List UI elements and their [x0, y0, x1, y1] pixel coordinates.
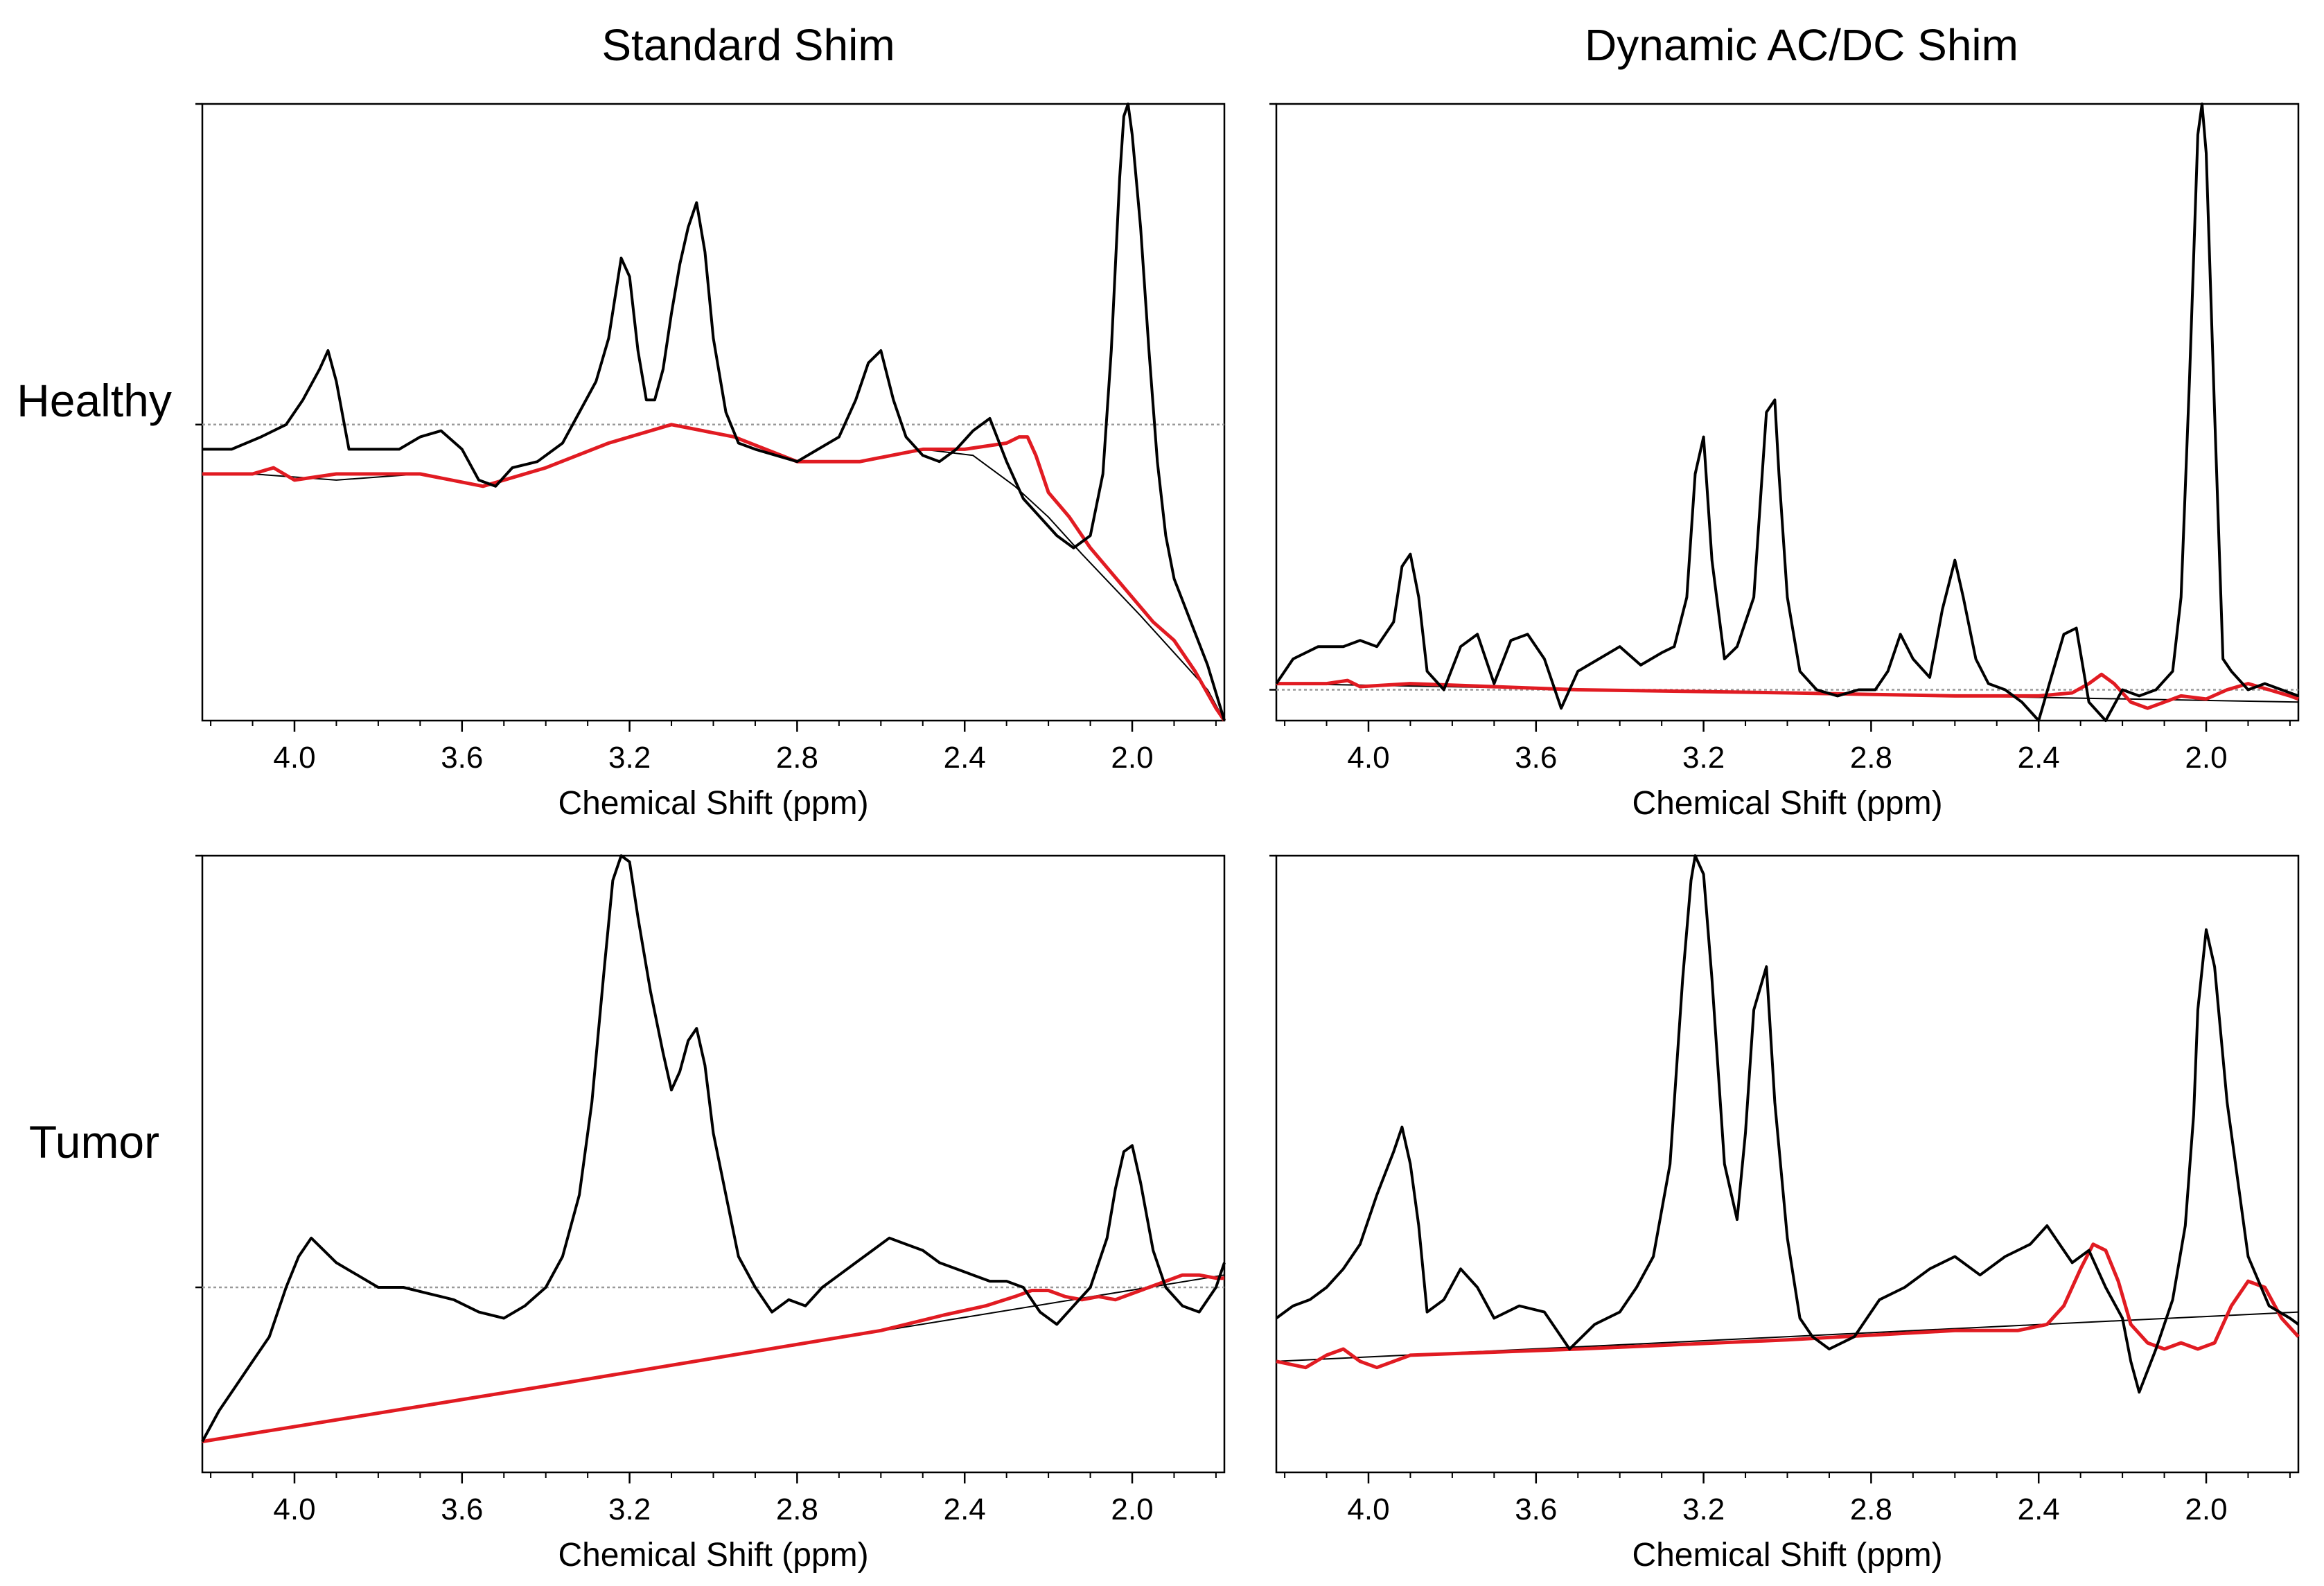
x-axis-label: Chemical Shift (ppm) [558, 1537, 868, 1574]
x-tick-label: 3.2 [608, 741, 651, 775]
x-tick-label: 2.4 [944, 741, 986, 775]
plot-frame [201, 854, 1226, 1474]
fit-series-line [202, 423, 1226, 722]
spectrum-series-line [202, 103, 1226, 721]
x-tick-label: 3.6 [441, 741, 483, 775]
x-tick-label: 4.0 [273, 741, 315, 775]
chart-panel-tumor-standard: 4.0 3.6 3.2 2.8 2.4 2.0 Chemical Shift (ppm) [195, 854, 1226, 1574]
x-axis-label: Chemical Shift (ppm) [1632, 1537, 1942, 1574]
x-tick-label: 3.6 [441, 1492, 483, 1526]
x-tick-label: 2.8 [1850, 1492, 1892, 1526]
column-title-standard-shim: Standard Shim [601, 20, 895, 70]
x-tick-label: 4.0 [1347, 741, 1389, 775]
x-tick-label: 4.0 [1347, 1492, 1389, 1526]
baseline-series-line [202, 423, 1225, 721]
x-tick-label: 2.0 [2185, 1492, 2227, 1526]
fit-series-line [202, 1273, 1224, 1443]
x-tick-label: 3.2 [1682, 1492, 1725, 1526]
chart-panel-healthy-dynamic: 4.0 3.6 3.2 2.8 2.4 2.0 Chemical Shift (ppm) [1269, 103, 2300, 822]
column-title-dynamic-shim: Dynamic AC/DC Shim [1585, 20, 2018, 70]
x-tick-label: 3.6 [1515, 741, 1557, 775]
plot-frame [201, 103, 1226, 722]
fit-series-line [1276, 672, 2299, 710]
x-axis-label: Chemical Shift (ppm) [558, 785, 868, 822]
spectrum-series-line [1275, 103, 2299, 722]
x-tick-label: 2.4 [944, 1492, 986, 1526]
fit-series-line [1276, 1242, 2300, 1370]
x-axis-label: Chemical Shift (ppm) [1632, 785, 1942, 822]
row-label-healthy: Healthy [17, 375, 172, 426]
x-tick-label: 2.0 [1111, 1492, 1153, 1526]
x-tick-label: 4.0 [273, 1492, 315, 1526]
x-tick-label: 2.4 [2018, 1492, 2060, 1526]
chart-panel-healthy-standard: 4.0 3.6 3.2 2.8 2.4 2.0 Chemical Shift (ppm) [195, 103, 1226, 822]
x-tick-label: 2.8 [776, 741, 818, 775]
plot-frame [1275, 103, 2300, 722]
spectrum-series-line [201, 854, 1226, 1443]
x-tick-label: 2.0 [2185, 741, 2227, 775]
x-tick-label: 2.8 [1850, 741, 1892, 775]
x-tick-label: 2.8 [776, 1492, 818, 1526]
x-tick-label: 2.4 [2018, 741, 2060, 775]
x-tick-label: 3.2 [1682, 741, 1725, 775]
x-tick-label: 3.2 [608, 1492, 651, 1526]
x-tick-label: 3.6 [1515, 1492, 1557, 1526]
chart-panel-tumor-dynamic: 4.0 3.6 3.2 2.8 2.4 2.0 Chemical Shift (ppm) [1269, 854, 2300, 1574]
row-label-tumor: Tumor [28, 1116, 160, 1168]
x-tick-label: 2.0 [1111, 741, 1153, 775]
spectrum-series-line [1275, 854, 2300, 1394]
